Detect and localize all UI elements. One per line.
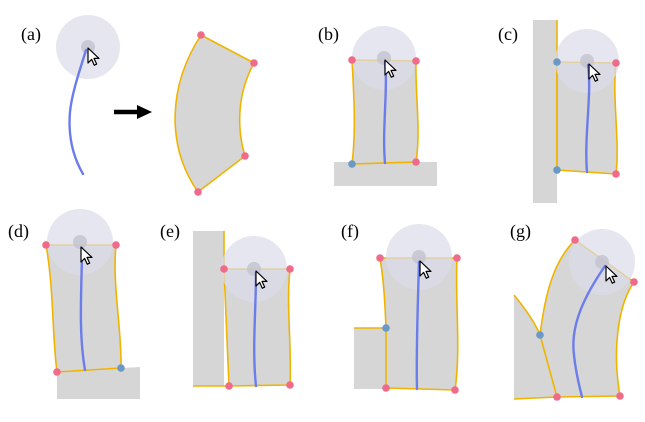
base-block xyxy=(354,328,387,389)
sketch-stroke xyxy=(415,260,421,391)
panel-label-e: (e) xyxy=(160,221,180,242)
panel-g: (g) xyxy=(510,221,638,401)
base-block xyxy=(193,231,224,386)
panel-label-f: (f) xyxy=(341,221,359,242)
panel-a: (a) xyxy=(21,15,258,196)
cursor-halo xyxy=(555,29,619,93)
panel-label-g: (g) xyxy=(510,221,531,242)
base-block xyxy=(514,295,557,399)
panel-d: (d) xyxy=(8,209,140,399)
cursor-halo xyxy=(569,229,635,295)
cursor-halo xyxy=(56,15,120,79)
arrow-right-icon xyxy=(114,105,152,119)
base-block xyxy=(533,20,557,203)
cursor-halo xyxy=(352,26,416,90)
panel-label-d: (d) xyxy=(8,221,29,242)
panel-f: (f) xyxy=(341,221,461,394)
panel-label-c: (c) xyxy=(498,24,518,45)
deformed-quad xyxy=(174,31,258,196)
cursor-halo xyxy=(221,236,287,302)
cursor-halo xyxy=(47,209,113,275)
base-block xyxy=(57,367,140,399)
panel-label-a: (a) xyxy=(21,24,41,45)
panel-e: (e) xyxy=(160,221,294,390)
sketch-stroke xyxy=(68,48,88,176)
panel-label-b: (b) xyxy=(318,24,339,45)
panel-b: (b) xyxy=(318,24,437,186)
cursor-halo xyxy=(386,224,452,290)
panel-c: (c) xyxy=(498,20,620,203)
sketch-stroke xyxy=(572,264,607,399)
